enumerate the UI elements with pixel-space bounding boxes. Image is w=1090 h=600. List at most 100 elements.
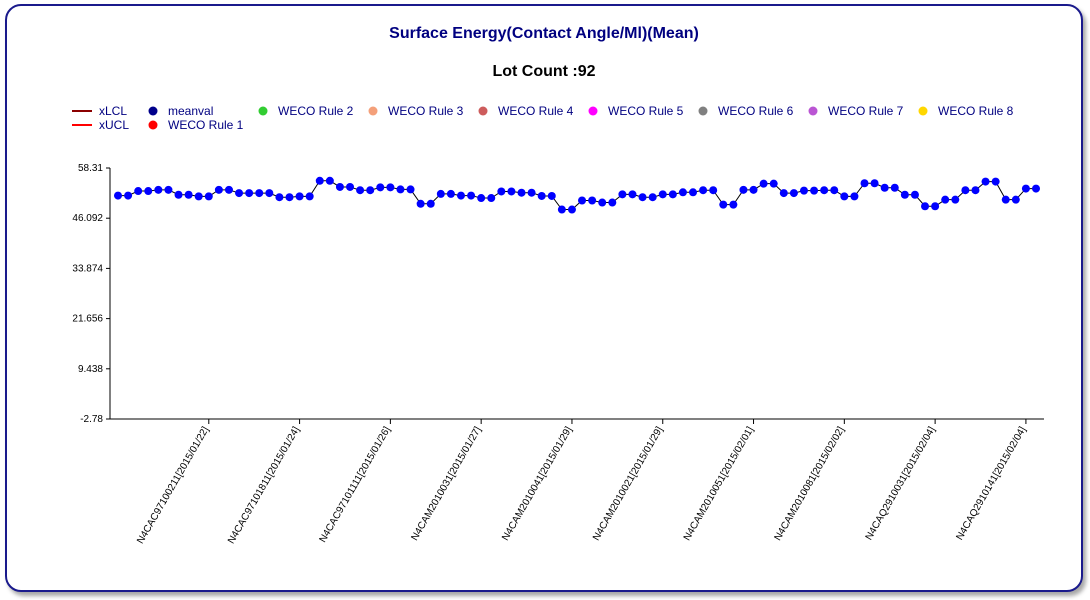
data-point [436, 189, 445, 198]
data-point [224, 185, 233, 194]
x-tick-label: N4CAQ2910141[2015/02/04] [954, 425, 1028, 542]
data-point [154, 185, 163, 194]
data-point [467, 191, 476, 200]
legend-label-weco-rule-2: WECO Rule 2 [278, 104, 354, 118]
legend-label-weco-rule-4: WECO Rule 4 [498, 104, 574, 118]
meanval-line [118, 180, 1036, 211]
legend-label-weco-rule-7: WECO Rule 7 [828, 104, 904, 118]
data-point [235, 189, 244, 198]
data-point [1032, 184, 1040, 193]
data-point [547, 191, 556, 200]
data-point [810, 186, 819, 195]
y-tick-label: 46.092 [72, 213, 103, 224]
data-point [416, 199, 425, 208]
data-point [567, 205, 576, 214]
data-point [124, 191, 133, 200]
data-point [981, 177, 990, 186]
data-point [305, 192, 314, 201]
data-point [184, 190, 193, 199]
legend-dot-weco-rule-2 [258, 106, 268, 116]
data-point [961, 186, 970, 195]
data-point [729, 200, 738, 209]
data-point [346, 182, 355, 191]
series-meanval [114, 176, 1040, 214]
data-point [578, 196, 587, 205]
x-tick-label: N4CAQ2910031[2015/02/04] [864, 425, 938, 542]
data-point [870, 179, 879, 188]
data-point [951, 195, 960, 204]
data-point [618, 190, 627, 199]
legend-label-xlcl: xLCL [99, 104, 127, 118]
data-point [689, 188, 698, 197]
data-point [598, 198, 607, 207]
data-point [759, 179, 768, 188]
legend-dot-weco-rule-3 [368, 106, 378, 116]
data-point [971, 186, 980, 195]
data-point [245, 189, 254, 198]
lot-count-label: Lot Count :92 [492, 63, 596, 80]
data-point [255, 189, 264, 198]
chart-title: Surface Energy(Contact Angle/Ml)(Mean) [389, 25, 699, 42]
data-point [386, 183, 395, 192]
x-tick-label: N4CAM2010031[2015/01/27] [409, 425, 483, 543]
data-point [507, 187, 516, 196]
data-point [850, 192, 859, 201]
data-point [931, 202, 940, 211]
data-point [910, 190, 919, 199]
legend-dot-weco-rule-7 [808, 106, 818, 116]
data-point [194, 192, 203, 201]
data-point [779, 189, 788, 198]
data-point [265, 189, 274, 198]
data-point [608, 198, 617, 207]
legend-dot-weco-rule-1 [148, 120, 158, 130]
y-tick-label: 9.438 [78, 364, 103, 375]
legend-label-weco-rule-5: WECO Rule 5 [608, 104, 684, 118]
data-point [527, 188, 536, 197]
data-point [991, 177, 1000, 186]
data-point [164, 185, 173, 194]
x-tick-label: N4CAC97100211[2015/01/22] [135, 425, 211, 546]
data-point [517, 188, 526, 197]
data-point [144, 187, 153, 196]
data-point [406, 185, 415, 194]
legend-label-meanval: meanval [168, 104, 213, 118]
data-point [356, 186, 365, 195]
axes: 58.31 46.092 33.874 21.656 9.438 -2.78 N4CAC97… [72, 163, 1044, 546]
data-point [648, 193, 657, 202]
data-point [376, 183, 385, 192]
y-tick-label: 33.874 [72, 263, 103, 274]
x-tick-label: N4CAM2010021[2015/01/29] [591, 425, 665, 543]
data-point [941, 195, 950, 204]
data-point [446, 189, 455, 198]
data-point [557, 205, 566, 214]
data-point [315, 176, 324, 185]
data-point [820, 186, 829, 195]
data-point [628, 190, 637, 199]
data-point [678, 188, 687, 197]
data-point [709, 186, 718, 195]
data-point [840, 192, 849, 201]
legend-dot-meanval [148, 106, 158, 116]
legend-dot-weco-rule-4 [478, 106, 488, 116]
data-point [114, 191, 122, 200]
x-tick-label: N4CAM2010081[2015/02/02] [773, 425, 847, 543]
data-point [477, 194, 486, 203]
data-point [204, 192, 213, 201]
data-point [285, 193, 294, 202]
data-point [739, 185, 748, 194]
x-tick-label: N4CAM2010041[2015/01/29] [500, 425, 574, 543]
data-point [325, 176, 334, 185]
data-point [537, 191, 546, 200]
data-point [921, 202, 930, 211]
data-point [699, 186, 708, 195]
data-point [1011, 195, 1020, 204]
data-point [335, 182, 344, 191]
data-point [396, 185, 405, 194]
x-tick-label: N4CAC97101111[2015/01/26] [318, 425, 394, 545]
legend-dot-weco-rule-6 [698, 106, 708, 116]
data-point [880, 183, 889, 192]
data-point [789, 189, 798, 198]
legend-dot-weco-rule-8 [918, 106, 928, 116]
